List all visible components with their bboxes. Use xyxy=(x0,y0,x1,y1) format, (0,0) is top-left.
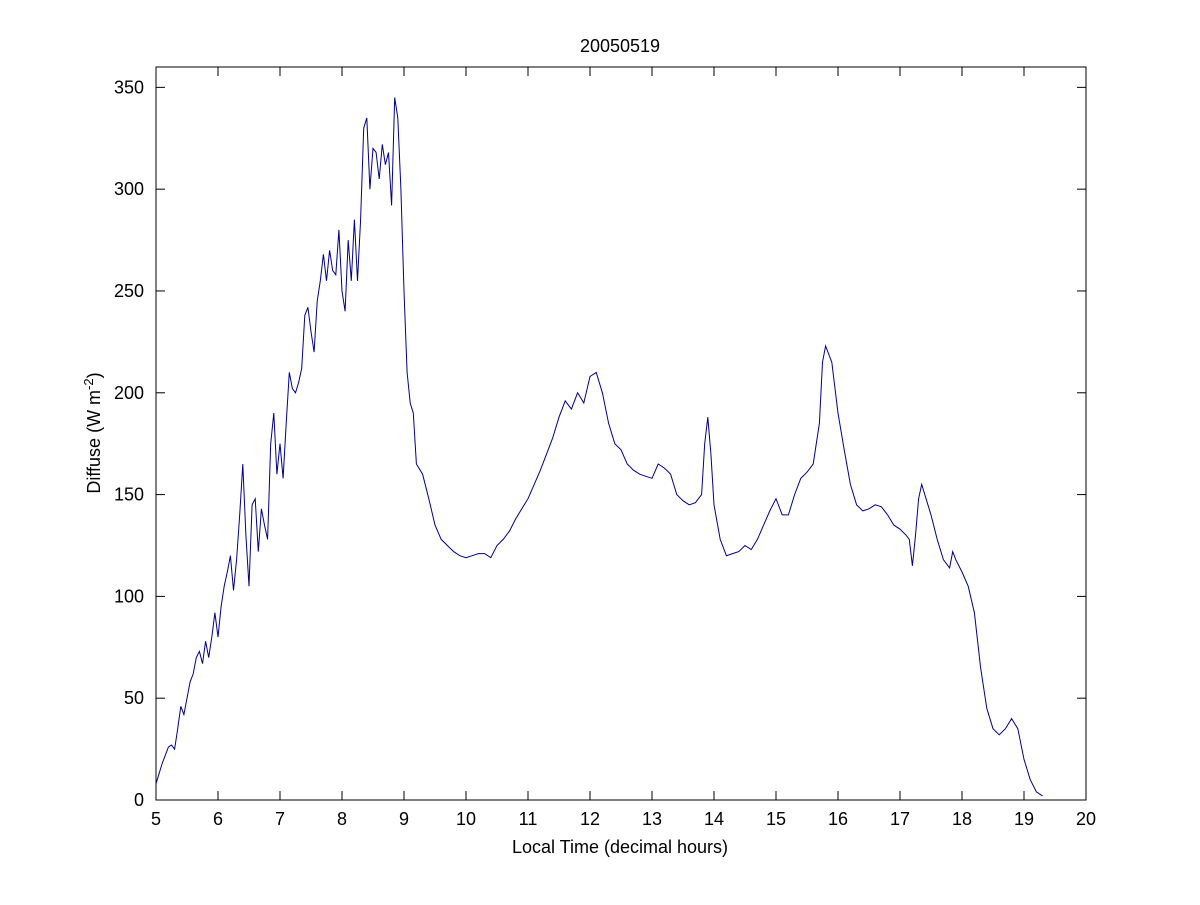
x-tick-label: 13 xyxy=(642,809,662,829)
x-tick-label: 19 xyxy=(1014,809,1034,829)
y-tick-label: 50 xyxy=(124,688,144,708)
y-tick-label: 300 xyxy=(114,179,144,199)
x-tick-label: 14 xyxy=(704,809,724,829)
x-axis-label: Local Time (decimal hours) xyxy=(512,837,728,857)
x-tick-label: 18 xyxy=(952,809,972,829)
y-axis-label: Diffuse (W m-2) xyxy=(81,372,104,493)
y-axis-label-close: ) xyxy=(84,372,104,378)
x-tick-label: 20 xyxy=(1076,809,1096,829)
y-tick-label: 250 xyxy=(114,281,144,301)
x-tick-label: 15 xyxy=(766,809,786,829)
y-axis: 0 50 100 150 200 250 300 350 xyxy=(114,77,1086,810)
y-tick-label: 350 xyxy=(114,77,144,97)
x-tick-label: 5 xyxy=(151,809,161,829)
chart-title: 20050519 xyxy=(580,36,660,56)
y-tick-label: 150 xyxy=(114,485,144,505)
x-tick-label: 6 xyxy=(213,809,223,829)
x-tick-label: 17 xyxy=(890,809,910,829)
y-tick-label: 200 xyxy=(114,383,144,403)
x-tick-label: 11 xyxy=(519,809,538,829)
plot-area xyxy=(155,66,1087,801)
y-axis-label-main: Diffuse (W m xyxy=(84,390,104,494)
x-tick-label: 8 xyxy=(337,809,347,829)
series-line xyxy=(155,97,1043,797)
x-tick-label: 10 xyxy=(456,809,476,829)
x-tick-label: 9 xyxy=(399,809,409,829)
x-tick-label: 16 xyxy=(828,809,848,829)
x-tick-label: 7 xyxy=(275,809,285,829)
x-tick-label: 12 xyxy=(580,809,600,829)
y-tick-label: 0 xyxy=(134,790,144,810)
y-axis-label-superscript: -2 xyxy=(81,378,96,390)
y-tick-label: 100 xyxy=(114,586,144,606)
x-axis: 5 6 7 8 9 10 11 12 13 14 15 16 17 18 19 20 xyxy=(151,67,1096,829)
